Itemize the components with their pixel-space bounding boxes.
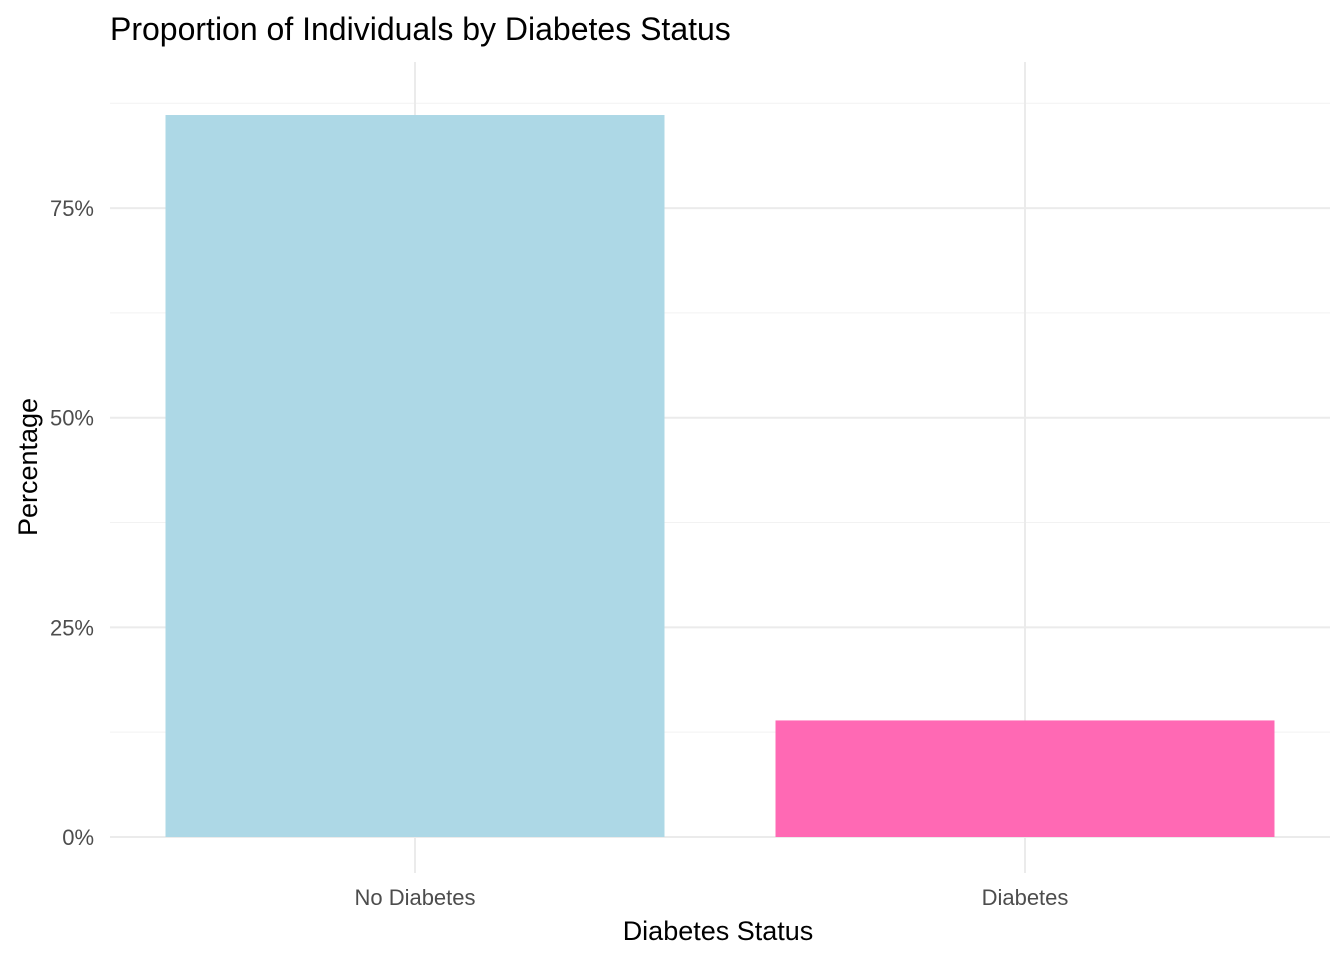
chart-title: Proportion of Individuals by Diabetes St… xyxy=(110,11,731,47)
bar-diabetes xyxy=(775,720,1275,837)
x-tick-label: No Diabetes xyxy=(354,885,475,910)
y-tick-label: 25% xyxy=(50,615,94,640)
x-tick-label: Diabetes xyxy=(982,885,1069,910)
bars xyxy=(165,115,1275,837)
y-tick-label: 50% xyxy=(50,406,94,431)
y-tick-label: 0% xyxy=(62,825,94,850)
bar-no-diabetes xyxy=(165,115,665,837)
y-tick-label: 75% xyxy=(50,196,94,221)
y-axis-ticks: 0% 25% 50% 75% xyxy=(50,196,94,850)
x-axis-title: Diabetes Status xyxy=(623,916,814,946)
x-axis-ticks: No Diabetes Diabetes xyxy=(354,885,1068,910)
y-axis-title: Percentage xyxy=(13,398,43,536)
